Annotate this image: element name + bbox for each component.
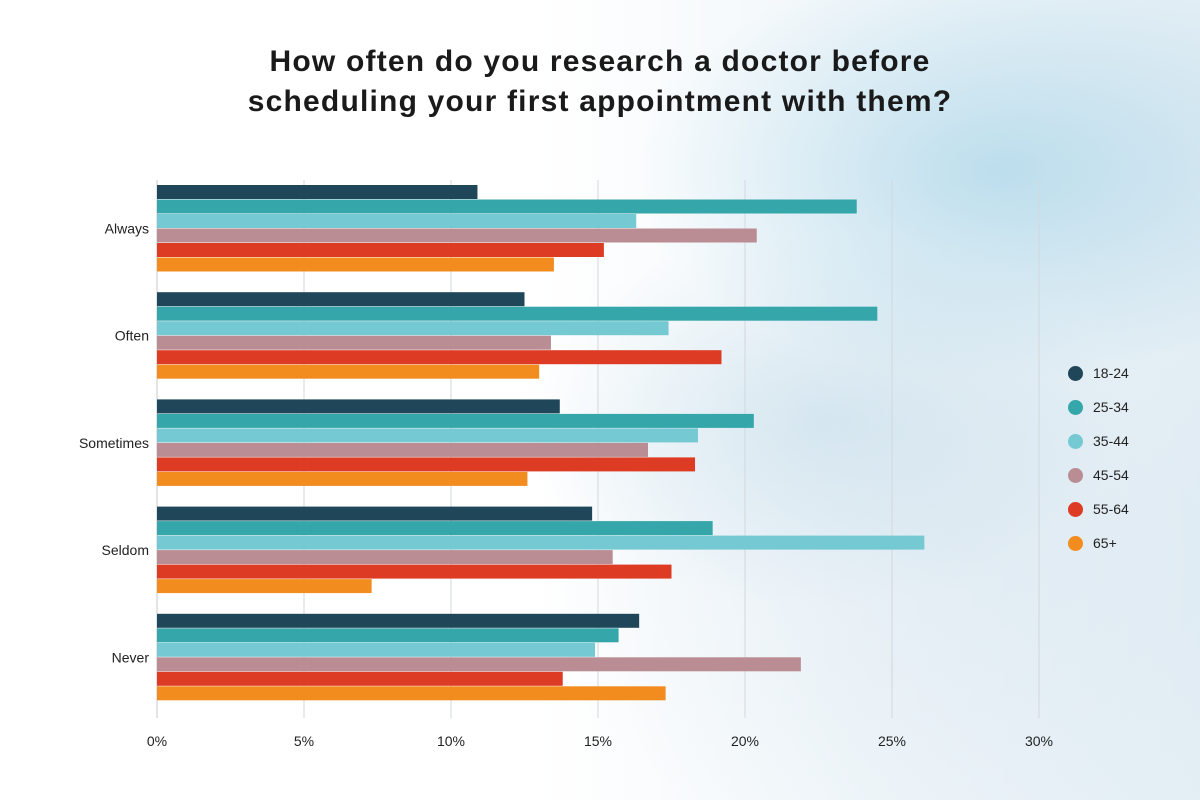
bar (157, 686, 666, 701)
bar (157, 521, 713, 536)
bar (157, 642, 596, 657)
category-label: Often (115, 328, 149, 344)
bar (157, 442, 648, 457)
legend-label: 45-54 (1093, 467, 1129, 483)
x-tick-label: 0% (147, 733, 167, 749)
bar (157, 564, 672, 579)
legend-item: 18-24 (1068, 356, 1129, 390)
bar (157, 292, 525, 307)
category-label: Seldom (102, 542, 149, 558)
legend-label: 55-64 (1093, 501, 1129, 517)
chart-title-line-1: How often do you research a doctor befor… (269, 45, 931, 78)
legend-item: 25-34 (1068, 390, 1129, 424)
x-tick-label: 5% (294, 733, 314, 749)
x-tick-label: 30% (1025, 733, 1053, 749)
legend-swatch (1068, 467, 1083, 483)
bar (157, 671, 563, 686)
legend-label: 25-34 (1093, 399, 1129, 415)
chart-title-line-2: scheduling your first appointment with t… (247, 85, 953, 118)
bar (157, 613, 640, 628)
category-label: Sometimes (79, 435, 149, 451)
bar (157, 350, 722, 365)
legend-swatch (1068, 501, 1083, 517)
bar (157, 471, 528, 486)
category-label: Always (105, 221, 149, 237)
bar (157, 321, 669, 336)
bar (157, 457, 696, 472)
bar (157, 364, 540, 379)
legend-swatch (1068, 535, 1083, 551)
legend-item: 35-44 (1068, 424, 1129, 458)
x-tick-label: 10% (437, 733, 465, 749)
bar (157, 428, 698, 443)
bar (157, 550, 613, 565)
legend-item: 45-54 (1068, 458, 1129, 492)
x-tick-label: 20% (731, 733, 759, 749)
bar (157, 399, 560, 414)
legend-label: 65+ (1093, 535, 1117, 551)
legend-label: 18-24 (1093, 365, 1129, 381)
bar (157, 214, 637, 228)
legend-swatch (1068, 365, 1083, 381)
bar (157, 185, 478, 199)
x-tick-label: 25% (878, 733, 906, 749)
x-tick-label: 15% (584, 733, 612, 749)
bar (157, 535, 925, 550)
bar (157, 243, 604, 257)
bar (157, 579, 372, 594)
bar (157, 228, 757, 243)
bar (157, 413, 754, 428)
bar (157, 257, 554, 272)
bar (157, 335, 551, 350)
legend-swatch (1068, 399, 1083, 415)
bar (157, 306, 878, 321)
legend-item: 65+ (1068, 526, 1129, 560)
bar (157, 628, 619, 643)
chart-title: How often do you research a doctor befor… (0, 42, 1200, 122)
bar (157, 199, 857, 214)
legend-item: 55-64 (1068, 492, 1129, 526)
bar (157, 506, 593, 521)
legend-swatch (1068, 433, 1083, 449)
bar (157, 657, 801, 672)
category-label: Never (112, 649, 150, 665)
legend-label: 35-44 (1093, 433, 1129, 449)
legend: 18-24 25-34 35-44 45-54 55-64 65+ (1068, 356, 1129, 560)
